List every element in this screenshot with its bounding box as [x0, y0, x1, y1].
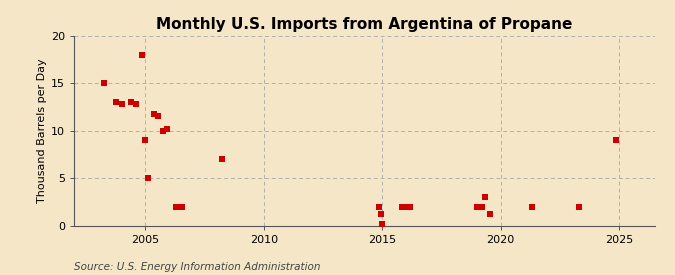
Point	[116, 102, 127, 106]
Point	[526, 204, 537, 209]
Text: Source: U.S. Energy Information Administration: Source: U.S. Energy Information Administ…	[74, 262, 321, 272]
Point	[126, 100, 136, 104]
Point	[373, 204, 384, 209]
Point	[477, 204, 487, 209]
Point	[472, 204, 483, 209]
Point	[377, 222, 387, 226]
Point	[574, 204, 585, 209]
Point	[171, 204, 182, 209]
Point	[136, 53, 147, 57]
Point	[217, 157, 227, 161]
Point	[110, 100, 121, 104]
Point	[376, 212, 387, 216]
Point	[177, 204, 188, 209]
Point	[610, 138, 621, 142]
Point	[161, 126, 172, 131]
Point	[148, 111, 159, 116]
Point	[130, 102, 141, 106]
Point	[99, 81, 109, 85]
Point	[404, 204, 415, 209]
Y-axis label: Thousand Barrels per Day: Thousand Barrels per Day	[37, 58, 47, 203]
Point	[485, 212, 495, 216]
Point	[397, 204, 408, 209]
Point	[480, 195, 491, 199]
Point	[142, 176, 153, 180]
Title: Monthly U.S. Imports from Argentina of Propane: Monthly U.S. Imports from Argentina of P…	[157, 17, 572, 32]
Point	[400, 204, 411, 209]
Point	[140, 138, 151, 142]
Point	[158, 128, 169, 133]
Point	[153, 114, 164, 119]
